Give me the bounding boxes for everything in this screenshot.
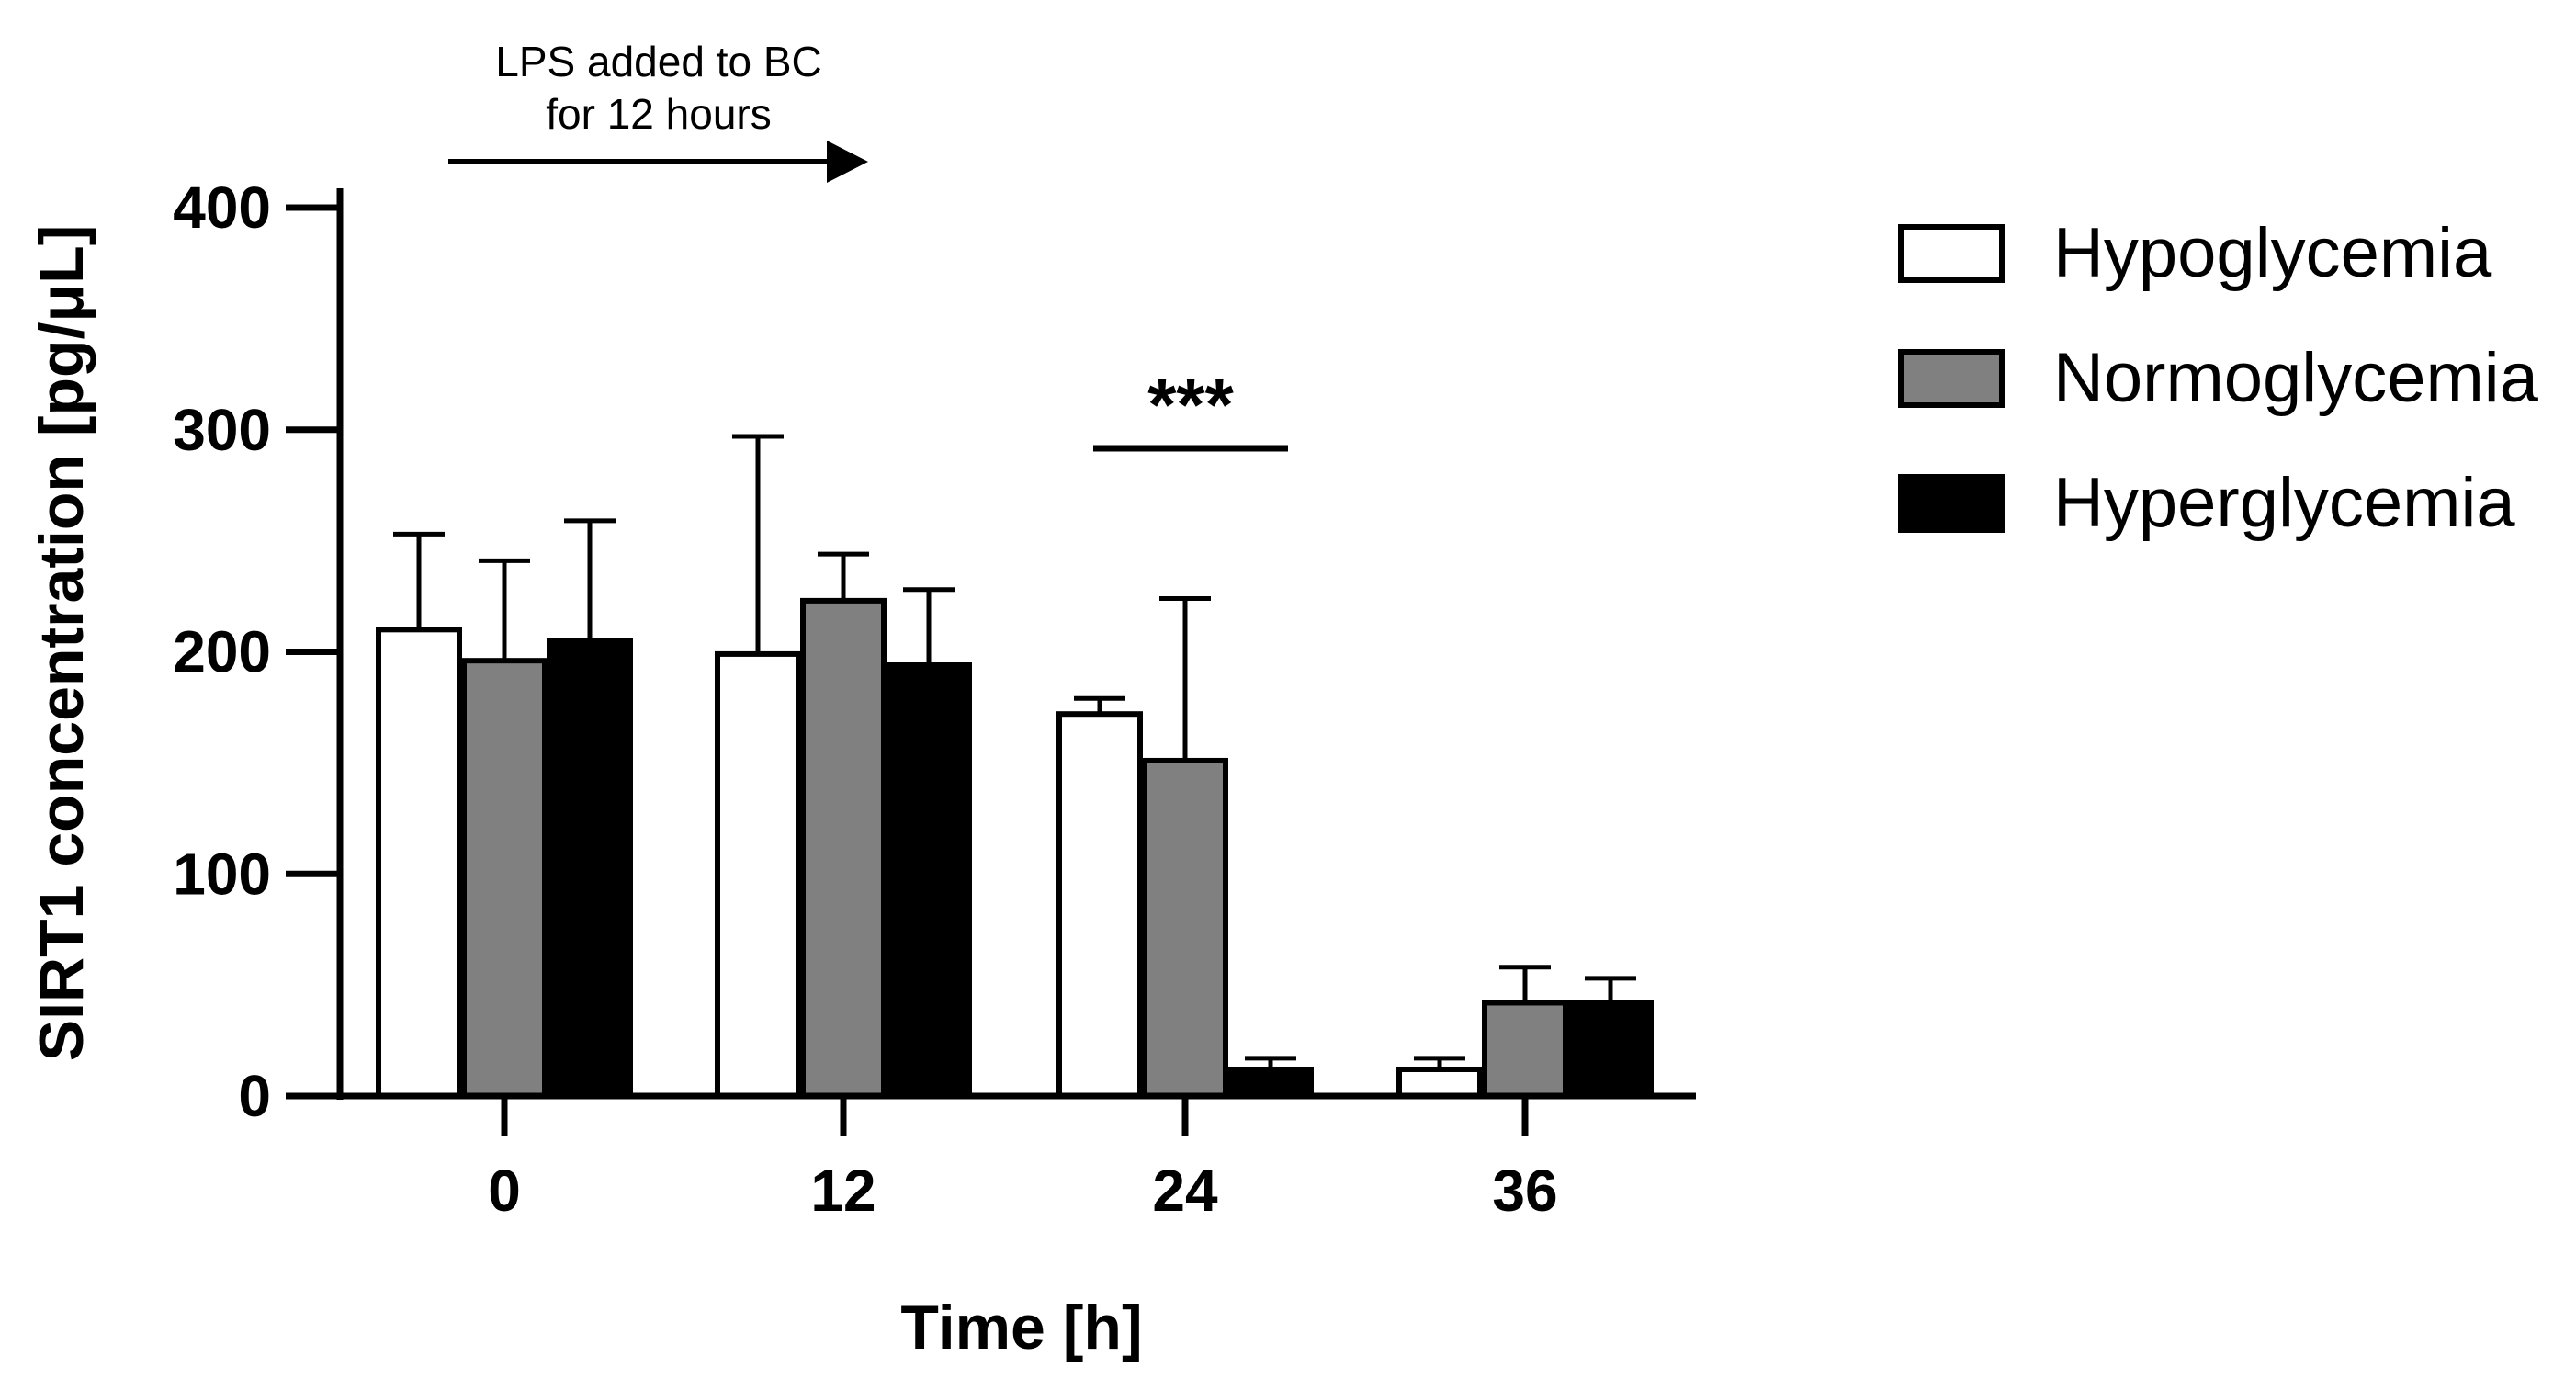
x-tick-label: 12 (810, 1158, 876, 1224)
bar-hypoglycemia-24 (1056, 711, 1143, 1099)
bar-hypoglycemia-0 (376, 627, 462, 1099)
y-tick-label: 300 (173, 397, 271, 463)
y-tick-label: 0 (238, 1063, 271, 1129)
bar-hypoglycemia-36 (1396, 1066, 1483, 1099)
significance-marker: *** (1093, 364, 1288, 452)
x-ticks: 0 12 24 36 (488, 1096, 1558, 1224)
significance-label: *** (1147, 364, 1234, 446)
y-ticks: 0 100 200 300 400 (173, 175, 340, 1129)
bar-normoglycemia-12 (800, 597, 887, 1099)
bar-normoglycemia-36 (1482, 1000, 1568, 1099)
lps-annotation-line1: LPS added to BC (495, 38, 821, 85)
y-tick-label: 100 (173, 841, 271, 907)
legend-swatch-hyperglycemia (1898, 474, 2005, 533)
lps-annotation-line2: for 12 hours (546, 90, 771, 138)
legend-label-normoglycemia: Normoglycemia (2053, 339, 2539, 417)
x-tick-label: 24 (1152, 1158, 1218, 1224)
bar-hyperglycemia-12 (886, 662, 972, 1099)
legend-swatch-hypoglycemia (1898, 224, 2005, 283)
y-tick-label: 400 (173, 175, 271, 241)
y-tick-label: 200 (173, 619, 271, 685)
y-axis-title: SIRT1 concentration [pg/μL] (27, 225, 96, 1062)
bar-hyperglycemia-0 (547, 638, 633, 1099)
bar-hyperglycemia-36 (1567, 1000, 1654, 1099)
bar-hyperglycemia-24 (1227, 1066, 1314, 1099)
legend-label-hyperglycemia: Hyperglycemia (2053, 464, 2515, 542)
bars (376, 597, 1654, 1100)
lps-arrow (448, 141, 868, 183)
legend: Hypoglycemia Normoglycemia Hyperglycemia (1898, 214, 2539, 542)
x-tick-label: 36 (1492, 1158, 1557, 1224)
x-tick-label: 0 (488, 1158, 521, 1224)
legend-swatch-normoglycemia (1898, 349, 2005, 408)
bar-normoglycemia-24 (1142, 757, 1228, 1100)
legend-label-hypoglycemia: Hypoglycemia (2053, 214, 2492, 292)
x-axis-title: Time [h] (900, 1293, 1142, 1362)
bar-hypoglycemia-12 (715, 650, 801, 1099)
bar-normoglycemia-0 (461, 658, 548, 1099)
